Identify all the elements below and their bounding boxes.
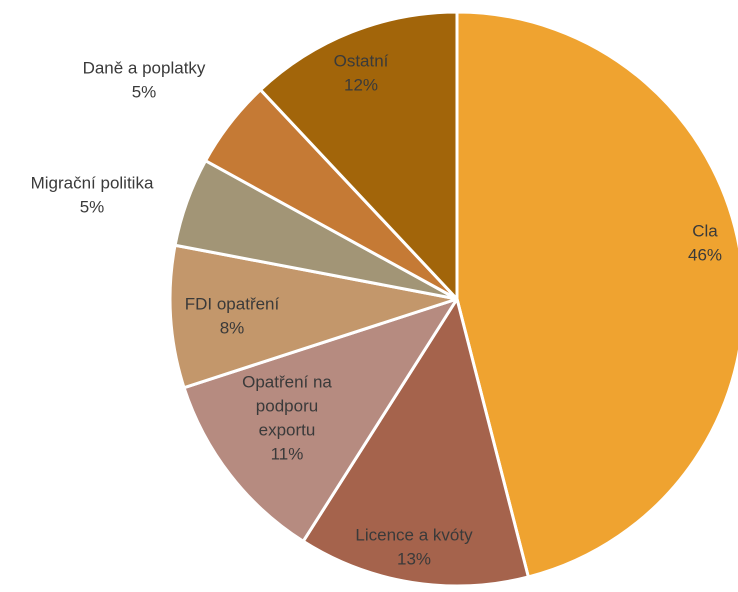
- pie-slice-licence-a-kvoty: [301, 297, 530, 588]
- slice-label-opatreni-na-podporu-exportu: Opatření na podporu exportu 11%: [242, 372, 332, 463]
- slice-name-label: podporu: [256, 396, 318, 415]
- slice-label-migracni-politika: Migrační politika 5%: [31, 173, 154, 216]
- slice-name-label: Ostatní: [334, 51, 389, 70]
- slice-label-dane-a-poplatky: Daně a poplatky 5%: [83, 58, 206, 101]
- slice-name-label: Opatření na: [242, 372, 332, 391]
- slice-name-label: Migrační politika: [31, 173, 154, 192]
- slice-percent-label: 5%: [80, 197, 105, 216]
- slice-name-label: Licence a kvóty: [355, 525, 473, 544]
- slice-label-ostatni: Ostatní 12%: [334, 51, 389, 94]
- slice-percent-label: 46%: [688, 245, 722, 264]
- slice-name-label: exportu: [259, 420, 316, 439]
- slice-name-label: FDI opatření: [185, 294, 280, 313]
- slice-percent-label: 5%: [132, 82, 157, 101]
- slice-percent-label: 13%: [397, 549, 431, 568]
- slice-label-cla: Cla 46%: [688, 221, 722, 264]
- slice-name-label: Cla: [692, 221, 718, 240]
- pie-slices: [168, 10, 738, 588]
- pie-slice-cla: [455, 10, 738, 579]
- pie-slice-opatreni-na-podporu-exportu: [182, 297, 459, 543]
- slice-percent-label: 8%: [220, 318, 245, 337]
- slice-label-fdi-opatreni: FDI opatření 8%: [185, 294, 280, 337]
- pie-slice-ostatni: [259, 10, 459, 301]
- slice-percent-label: 11%: [271, 444, 304, 463]
- pie-labels: Cla 46% Licence a kvóty 13% Opatření na podpo…: [31, 51, 722, 568]
- slice-label-licence-a-kvoty: Licence a kvóty 13%: [355, 525, 473, 568]
- slice-percent-label: 12%: [344, 75, 378, 94]
- slice-name-label: Daně a poplatky: [83, 58, 206, 77]
- pie-slice-fdi-opatreni: [168, 243, 459, 390]
